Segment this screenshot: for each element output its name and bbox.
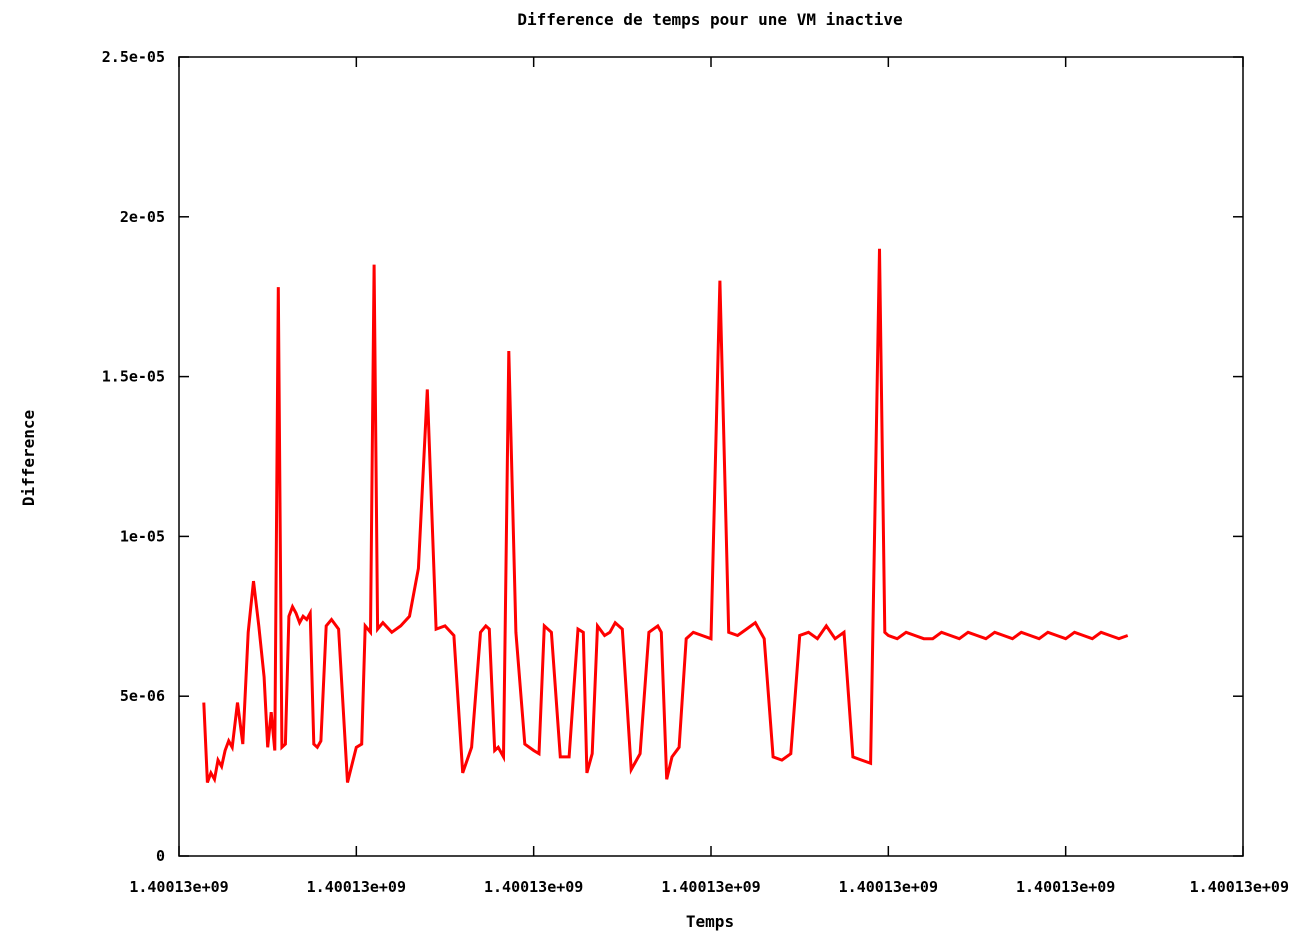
y-tick-label: 0	[156, 847, 165, 865]
x-tick-label: 1.40013e+09	[839, 878, 938, 896]
x-tick-label: 1.40013e+09	[1016, 878, 1115, 896]
x-axis: 1.40013e+09 1.40013e+09 1.40013e+09 1.40013…	[129, 57, 1289, 896]
x-axis-title: Temps	[686, 912, 734, 931]
x-tick-label: 1.40013e+09	[484, 878, 583, 896]
y-axis: 0 5e-06 1e-05 1.5e-05 2e-05 2.5e-05	[102, 48, 1243, 865]
chart-title: Difference de temps pour une VM inactive	[517, 10, 902, 29]
series-line-0	[202, 248, 1129, 784]
y-axis-title: Difference	[19, 410, 38, 506]
y-tick-label: 1.5e-05	[102, 368, 165, 386]
series-group	[202, 248, 1129, 784]
y-tick-label: 2e-05	[120, 208, 165, 226]
x-tick-label: 1.40013e+09	[1190, 878, 1289, 896]
y-tick-label: 1e-05	[120, 527, 165, 545]
x-tick-label: 1.40013e+09	[129, 878, 228, 896]
y-tick-label: 5e-06	[120, 687, 165, 705]
x-tick-label: 1.40013e+09	[307, 878, 406, 896]
plot-area-border	[178, 56, 1244, 857]
y-tick-label: 2.5e-05	[102, 48, 165, 66]
x-tick-label: 1.40013e+09	[661, 878, 760, 896]
